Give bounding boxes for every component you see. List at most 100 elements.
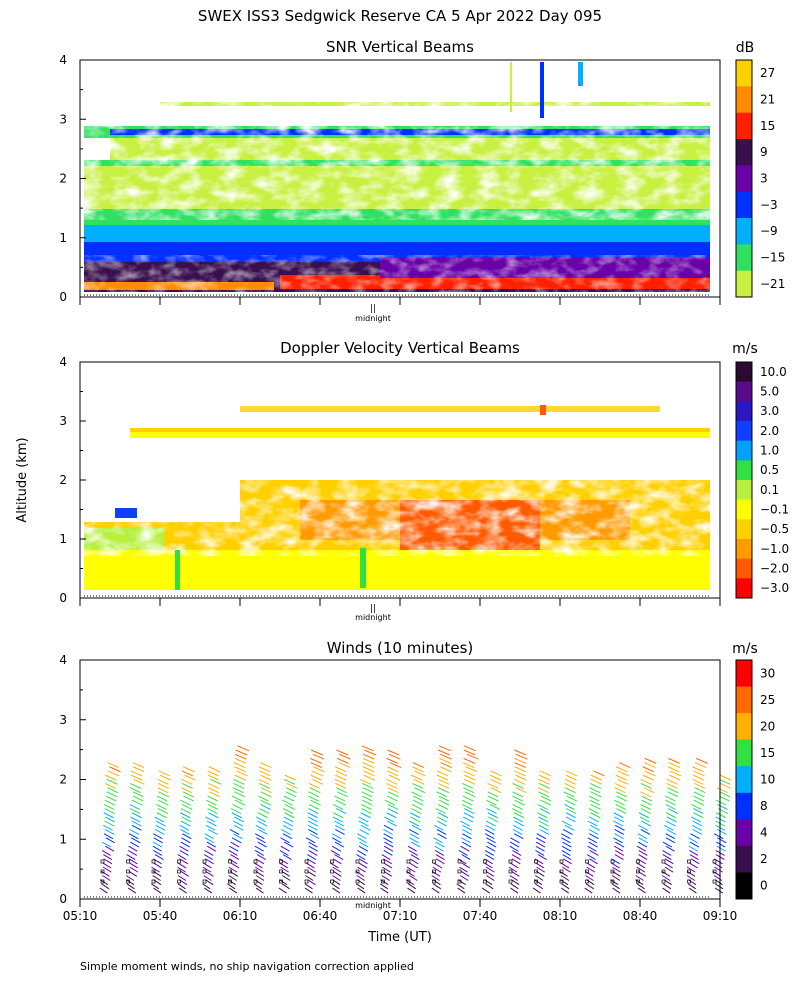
wind-barb: [358, 845, 369, 852]
wind-barb: [535, 837, 546, 844]
wind-calm-marker: [151, 879, 156, 884]
wind-barb: [713, 858, 723, 865]
wind-barb: [588, 841, 598, 848]
wind-barb: [307, 812, 318, 819]
wind-barb: [463, 757, 476, 764]
wind-barb: [485, 883, 494, 890]
wind-barb: [383, 862, 393, 869]
svg-text:||: ||: [370, 604, 376, 614]
wind-barb: [155, 824, 166, 831]
wind-barb: [132, 766, 145, 773]
wind-barb: [537, 854, 547, 861]
winds-colorbar-label: 30: [760, 666, 775, 680]
doppler-colorbar-label: 2.0: [760, 424, 779, 438]
wind-barb: [305, 875, 314, 881]
wind-barb: [438, 783, 450, 789]
wind-calm-marker: [100, 879, 105, 884]
wind-barb: [387, 787, 399, 794]
wind-barb: [412, 783, 424, 789]
wind-barb: [588, 808, 599, 815]
wind-barb: [586, 862, 596, 869]
wind-barb: [236, 770, 248, 777]
wind-barb: [308, 783, 320, 789]
wind-barb: [463, 787, 475, 794]
wind-barb: [434, 845, 444, 852]
wind-barb: [539, 829, 550, 835]
wind-barb: [514, 762, 526, 769]
wind-calm-marker: [228, 859, 232, 864]
winds-colorbar-swatch: [736, 660, 752, 688]
wind-barb: [535, 849, 545, 856]
wind-barb: [487, 795, 499, 802]
wind-barb: [386, 812, 397, 819]
wind-barb: [668, 757, 680, 764]
wind-calm-marker: [534, 869, 538, 874]
wind-barb: [233, 783, 245, 789]
wind-calm-marker: [687, 859, 691, 864]
wind-barb: [357, 866, 366, 873]
wind-barb: [180, 829, 190, 835]
wind-barb: [132, 791, 144, 798]
snr-colorbar-label: 21: [760, 93, 775, 107]
wind-barb: [230, 862, 240, 869]
wind-barb: [286, 783, 298, 789]
wind-barb: [234, 757, 247, 764]
wind-barb: [688, 879, 697, 886]
wind-barb: [153, 862, 163, 869]
wind-barb: [332, 816, 343, 823]
wind-barb: [561, 845, 572, 852]
wind-barb: [154, 829, 165, 835]
wind-barb: [387, 803, 399, 810]
wind-barb: [357, 833, 367, 840]
wind-barb: [561, 849, 571, 856]
wind-calm-marker: [457, 869, 462, 874]
wind-barb: [691, 816, 702, 823]
wind-barb: [437, 816, 448, 823]
wind-barb: [489, 803, 501, 810]
wind-barb: [306, 858, 316, 865]
wind-calm-marker: [610, 869, 615, 874]
wind-barb: [205, 799, 217, 806]
wind-barb: [409, 820, 420, 827]
winds-colorbar-swatch: [736, 845, 752, 873]
wind-barb: [565, 770, 578, 777]
wind-barb: [511, 879, 520, 886]
wind-barb: [462, 803, 473, 810]
wind-barb: [590, 778, 602, 785]
wind-calm-marker: [304, 859, 309, 864]
wind-barb: [411, 824, 422, 831]
wind-barb: [716, 845, 726, 852]
wind-barb: [406, 866, 416, 873]
wind-barb: [687, 883, 696, 890]
wind-barb: [383, 824, 394, 831]
wind-barb: [411, 803, 423, 810]
wind-barb: [359, 829, 370, 835]
wind-barb: [564, 778, 576, 785]
wind-barb: [207, 770, 219, 777]
wind-barb: [310, 757, 322, 764]
wind-barb: [206, 841, 217, 848]
wind-barb: [180, 820, 191, 827]
wind-barb: [486, 875, 495, 881]
wind-barb: [308, 808, 319, 815]
wind-barb: [636, 883, 645, 890]
wind-barb: [642, 766, 655, 773]
wind-barb: [669, 770, 682, 777]
wind-barb: [153, 833, 163, 840]
winds-xtick-label: 09:10: [703, 909, 738, 923]
wind-barb: [534, 883, 544, 890]
snr-y-ticks: 0 1 2 3 4: [59, 53, 721, 305]
wind-barb: [586, 879, 595, 886]
wind-barb: [484, 858, 493, 865]
wind-barb: [259, 783, 271, 789]
wind-barb: [338, 753, 351, 760]
wind-barb: [179, 858, 189, 865]
wind-barb: [613, 837, 623, 844]
wind-barb: [255, 866, 264, 873]
wind-barb: [154, 854, 164, 861]
wind-barb: [282, 824, 293, 831]
wind-barb: [667, 766, 680, 773]
wind-barb: [410, 854, 420, 861]
wind-barb: [361, 791, 373, 798]
wind-barb: [308, 803, 320, 810]
